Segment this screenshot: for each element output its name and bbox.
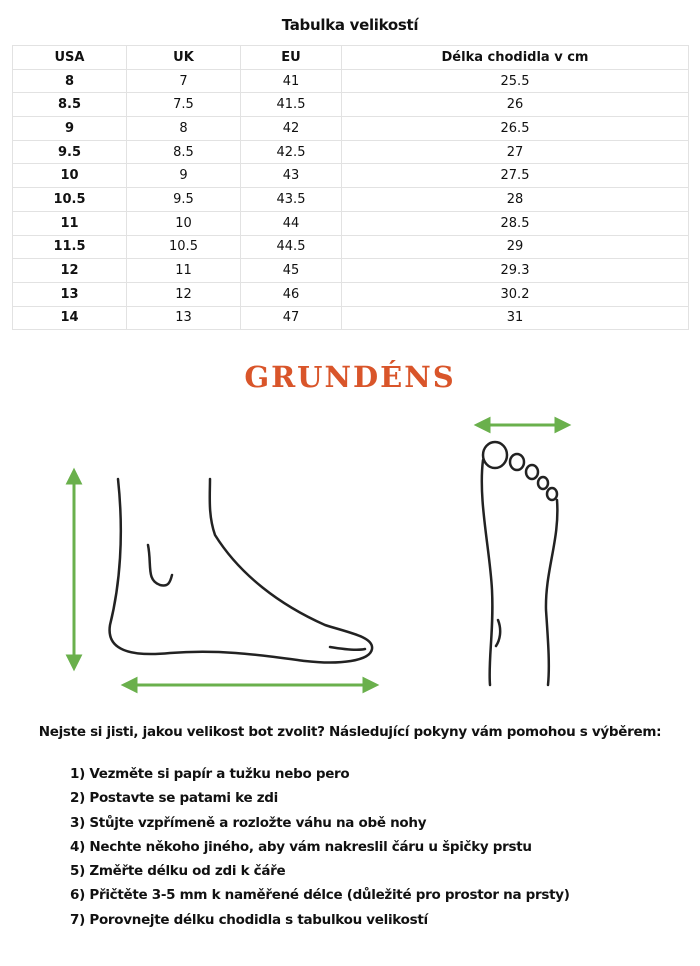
table-cell: 11 xyxy=(126,258,241,283)
table-row: 12 11 45 29.3 xyxy=(12,258,689,283)
table-row: 8 7 41 25.5 xyxy=(12,68,689,94)
instructions-question: Nejste si jisti, jakou velikost bot zvol… xyxy=(38,724,662,740)
instruction-step: 1) Vezměte si papír a tužku nebo pero xyxy=(70,766,350,782)
table-cell: 41 xyxy=(240,68,342,94)
column-header: USA xyxy=(12,45,127,70)
table-row: 8.5 7.5 41.5 26 xyxy=(12,92,689,118)
table-cell: 8 xyxy=(12,68,127,94)
instruction-step: 7) Porovnejte délku chodidla s tabulkou … xyxy=(70,911,428,928)
table-cell: 14 xyxy=(12,305,127,331)
column-header: UK xyxy=(126,45,241,70)
table-cell: 44 xyxy=(240,210,342,236)
foot-top-illustration xyxy=(473,416,572,687)
table-cell: 44.5 xyxy=(240,234,342,260)
table-cell: 27 xyxy=(341,139,689,165)
instruction-step: 2) Postavte se patami ke zdi xyxy=(70,790,278,807)
table-cell: 43.5 xyxy=(240,187,342,212)
table-cell: 31 xyxy=(341,305,689,331)
table-cell: 25.5 xyxy=(341,68,689,94)
table-row: 11.5 10.5 44.5 29 xyxy=(12,234,689,260)
table-cell: 13 xyxy=(12,281,127,307)
table-row: 9 8 42 26.5 xyxy=(12,116,689,141)
brand-logo: GRUNDÉNS xyxy=(244,360,456,394)
table-cell: 8 xyxy=(126,116,241,141)
instruction-step: 4) Nechte někoho jiného, aby vám nakresl… xyxy=(70,838,532,855)
table-cell: 13 xyxy=(126,305,241,331)
table-cell: 9.5 xyxy=(12,139,127,165)
instruction-step: 5) Změřte délku od zdi k čáře xyxy=(70,863,286,880)
table-cell: 47 xyxy=(240,305,342,331)
table-row: 14 13 47 31 xyxy=(12,305,689,331)
table-cell: 8.5 xyxy=(12,92,127,118)
table-cell: 42.5 xyxy=(240,139,342,165)
table-cell: 11 xyxy=(12,210,127,236)
instruction-step: 6) Přičtěte 3-5 mm k naměřené délce (důl… xyxy=(70,887,570,904)
table-cell: 7.5 xyxy=(126,92,241,118)
table-cell: 27.5 xyxy=(341,163,689,189)
table-cell: 26 xyxy=(341,92,689,118)
table-cell: 42 xyxy=(240,116,342,141)
table-row: 11 10 44 28.5 xyxy=(12,210,689,236)
instruction-step: 3) Stůjte vzpřímeně a rozložte váhu na o… xyxy=(70,814,427,831)
table-cell: 45 xyxy=(240,258,342,283)
table-cell: 41.5 xyxy=(240,92,342,118)
table-row: 10.5 9.5 43.5 28 xyxy=(12,187,689,212)
table-row: 9.5 8.5 42.5 27 xyxy=(12,139,689,165)
table-row: 13 12 46 30.2 xyxy=(12,281,689,307)
table-cell: 28 xyxy=(341,187,689,212)
table-cell: 10 xyxy=(126,210,241,236)
table-cell: 43 xyxy=(240,163,342,189)
table-cell: 9 xyxy=(12,116,127,141)
instructions-list: 1) Vezměte si papír a tužku nebo pero 2) … xyxy=(70,766,570,936)
table-cell: 9 xyxy=(126,163,241,189)
table-cell: 26.5 xyxy=(341,116,689,141)
table-cell: 10 xyxy=(12,163,127,189)
column-header: Délka chodidla v cm xyxy=(341,45,689,70)
page-title: Tabulka velikostí xyxy=(281,16,419,34)
table-cell: 10.5 xyxy=(12,187,127,212)
table-cell: 28.5 xyxy=(341,210,689,236)
table-cell: 7 xyxy=(126,68,241,94)
table-row: 10 9 43 27.5 xyxy=(12,163,689,189)
table-cell: 12 xyxy=(126,281,241,307)
table-cell: 8.5 xyxy=(126,139,241,165)
size-table: USA UK EU Délka chodidla v cm 8 7 41 25.5 8.5 7.5… xyxy=(12,45,689,331)
table-cell: 46 xyxy=(240,281,342,307)
column-header: EU xyxy=(240,45,342,70)
foot-side-illustration xyxy=(65,467,380,694)
table-cell: 9.5 xyxy=(126,187,241,212)
table-cell: 29 xyxy=(341,234,689,260)
table-cell: 30.2 xyxy=(341,281,689,307)
table-cell: 10.5 xyxy=(126,234,241,260)
table-cell: 12 xyxy=(12,258,127,283)
table-cell: 29.3 xyxy=(341,258,689,283)
table-cell: 11.5 xyxy=(12,234,127,260)
